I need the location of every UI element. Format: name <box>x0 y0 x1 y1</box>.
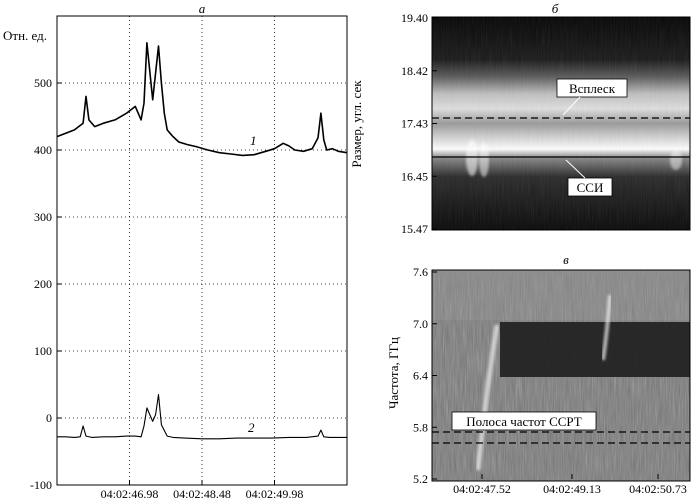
plot-frame <box>56 15 348 486</box>
burst-blob <box>466 140 478 176</box>
time-profile-panel: а Отн. ед. -100 0 100 200 300 400 500 04:02:46… <box>3 1 348 501</box>
burst-blob <box>670 150 682 170</box>
y-tick-label: 15.47 <box>401 222 428 236</box>
x-tick-label: 04:02:47.52 <box>453 482 511 496</box>
x-tick-label: 04:02:49.98 <box>246 487 304 501</box>
y-tick-label: 500 <box>34 76 52 90</box>
size-heatmap-panel: б Всплеск ССИ 19.4018.4217.4316.4515.47 … <box>349 1 691 236</box>
y-axis-label: Отн. ед. <box>3 28 47 43</box>
y-ticks: -100 0 100 200 300 400 500 <box>30 76 62 492</box>
y-tick-label: 5.2 <box>413 472 428 486</box>
y-tick-label: 17.43 <box>401 117 428 131</box>
band-annotation: Полоса частот ССРТ <box>466 414 582 429</box>
dark-band <box>500 322 690 377</box>
series-group <box>56 42 348 440</box>
y-tick-label: 0 <box>46 411 52 425</box>
x-tick-label: 04:02:46.98 <box>101 487 159 501</box>
annotation-box <box>556 78 628 98</box>
annotation-box <box>567 177 613 197</box>
panel-label: б <box>552 1 559 16</box>
spectrum-heatmap-panel: в Полоса частот ССРТ 7.6 7.0 6.4 5.8 5.2 04:… <box>386 252 691 496</box>
y-tick-label: 100 <box>34 344 52 358</box>
series-line-2 <box>57 394 347 440</box>
annotation-arrow <box>562 96 581 116</box>
y-tick-label: 19.40 <box>401 11 428 25</box>
series-2-label: 2 <box>248 420 255 435</box>
y-tick-label: 7.6 <box>413 265 428 279</box>
upper-band <box>432 270 690 320</box>
y-ticks: 7.6 7.0 6.4 5.8 5.2 <box>413 265 437 486</box>
grid <box>57 16 347 485</box>
y-axis-label: Размер, угл. сек <box>349 80 364 168</box>
y-tick-label: 300 <box>34 210 52 224</box>
y-tick-label: 16.45 <box>401 169 428 183</box>
y-tick-label: 7.0 <box>413 317 428 331</box>
y-tick-label: 18.42 <box>401 64 428 78</box>
burst-annotation: Всплеск <box>569 81 616 96</box>
annotation-box <box>451 411 597 431</box>
y-tick-label: -100 <box>30 478 52 492</box>
panel-label: а <box>199 1 206 16</box>
y-tick-label: 6.4 <box>413 369 428 383</box>
x-tick-label: 04:02:49.13 <box>543 482 601 496</box>
series-1-label: 1 <box>250 133 257 148</box>
x-ticks: 04:02:47.52 04:02:49.13 04:02:50.73 <box>453 474 687 496</box>
y-tick-label: 5.8 <box>413 420 428 434</box>
panel-label: в <box>563 252 569 267</box>
heatmap-texture <box>432 17 690 230</box>
ssi-annotation: ССИ <box>577 180 604 195</box>
y-tick-label: 400 <box>34 143 52 157</box>
x-ticks: 04:02:46.98 04:02:48.48 04:02:49.98 <box>101 480 304 501</box>
x-tick-label: 04:02:48.48 <box>173 487 231 501</box>
y-tick-label: 200 <box>34 277 52 291</box>
y-axis-label: Частота, ГГц <box>386 337 401 409</box>
burst-blob <box>479 143 489 177</box>
x-tick-label: 04:02:50.73 <box>629 482 687 496</box>
annotation-arrow <box>565 159 586 179</box>
series-line-1 <box>56 42 348 157</box>
burst-drift-trace <box>475 324 500 471</box>
y-ticks: 19.40 18.42 17.43 16.45 15.47 <box>401 11 437 236</box>
burst-drift-trace <box>601 294 612 361</box>
